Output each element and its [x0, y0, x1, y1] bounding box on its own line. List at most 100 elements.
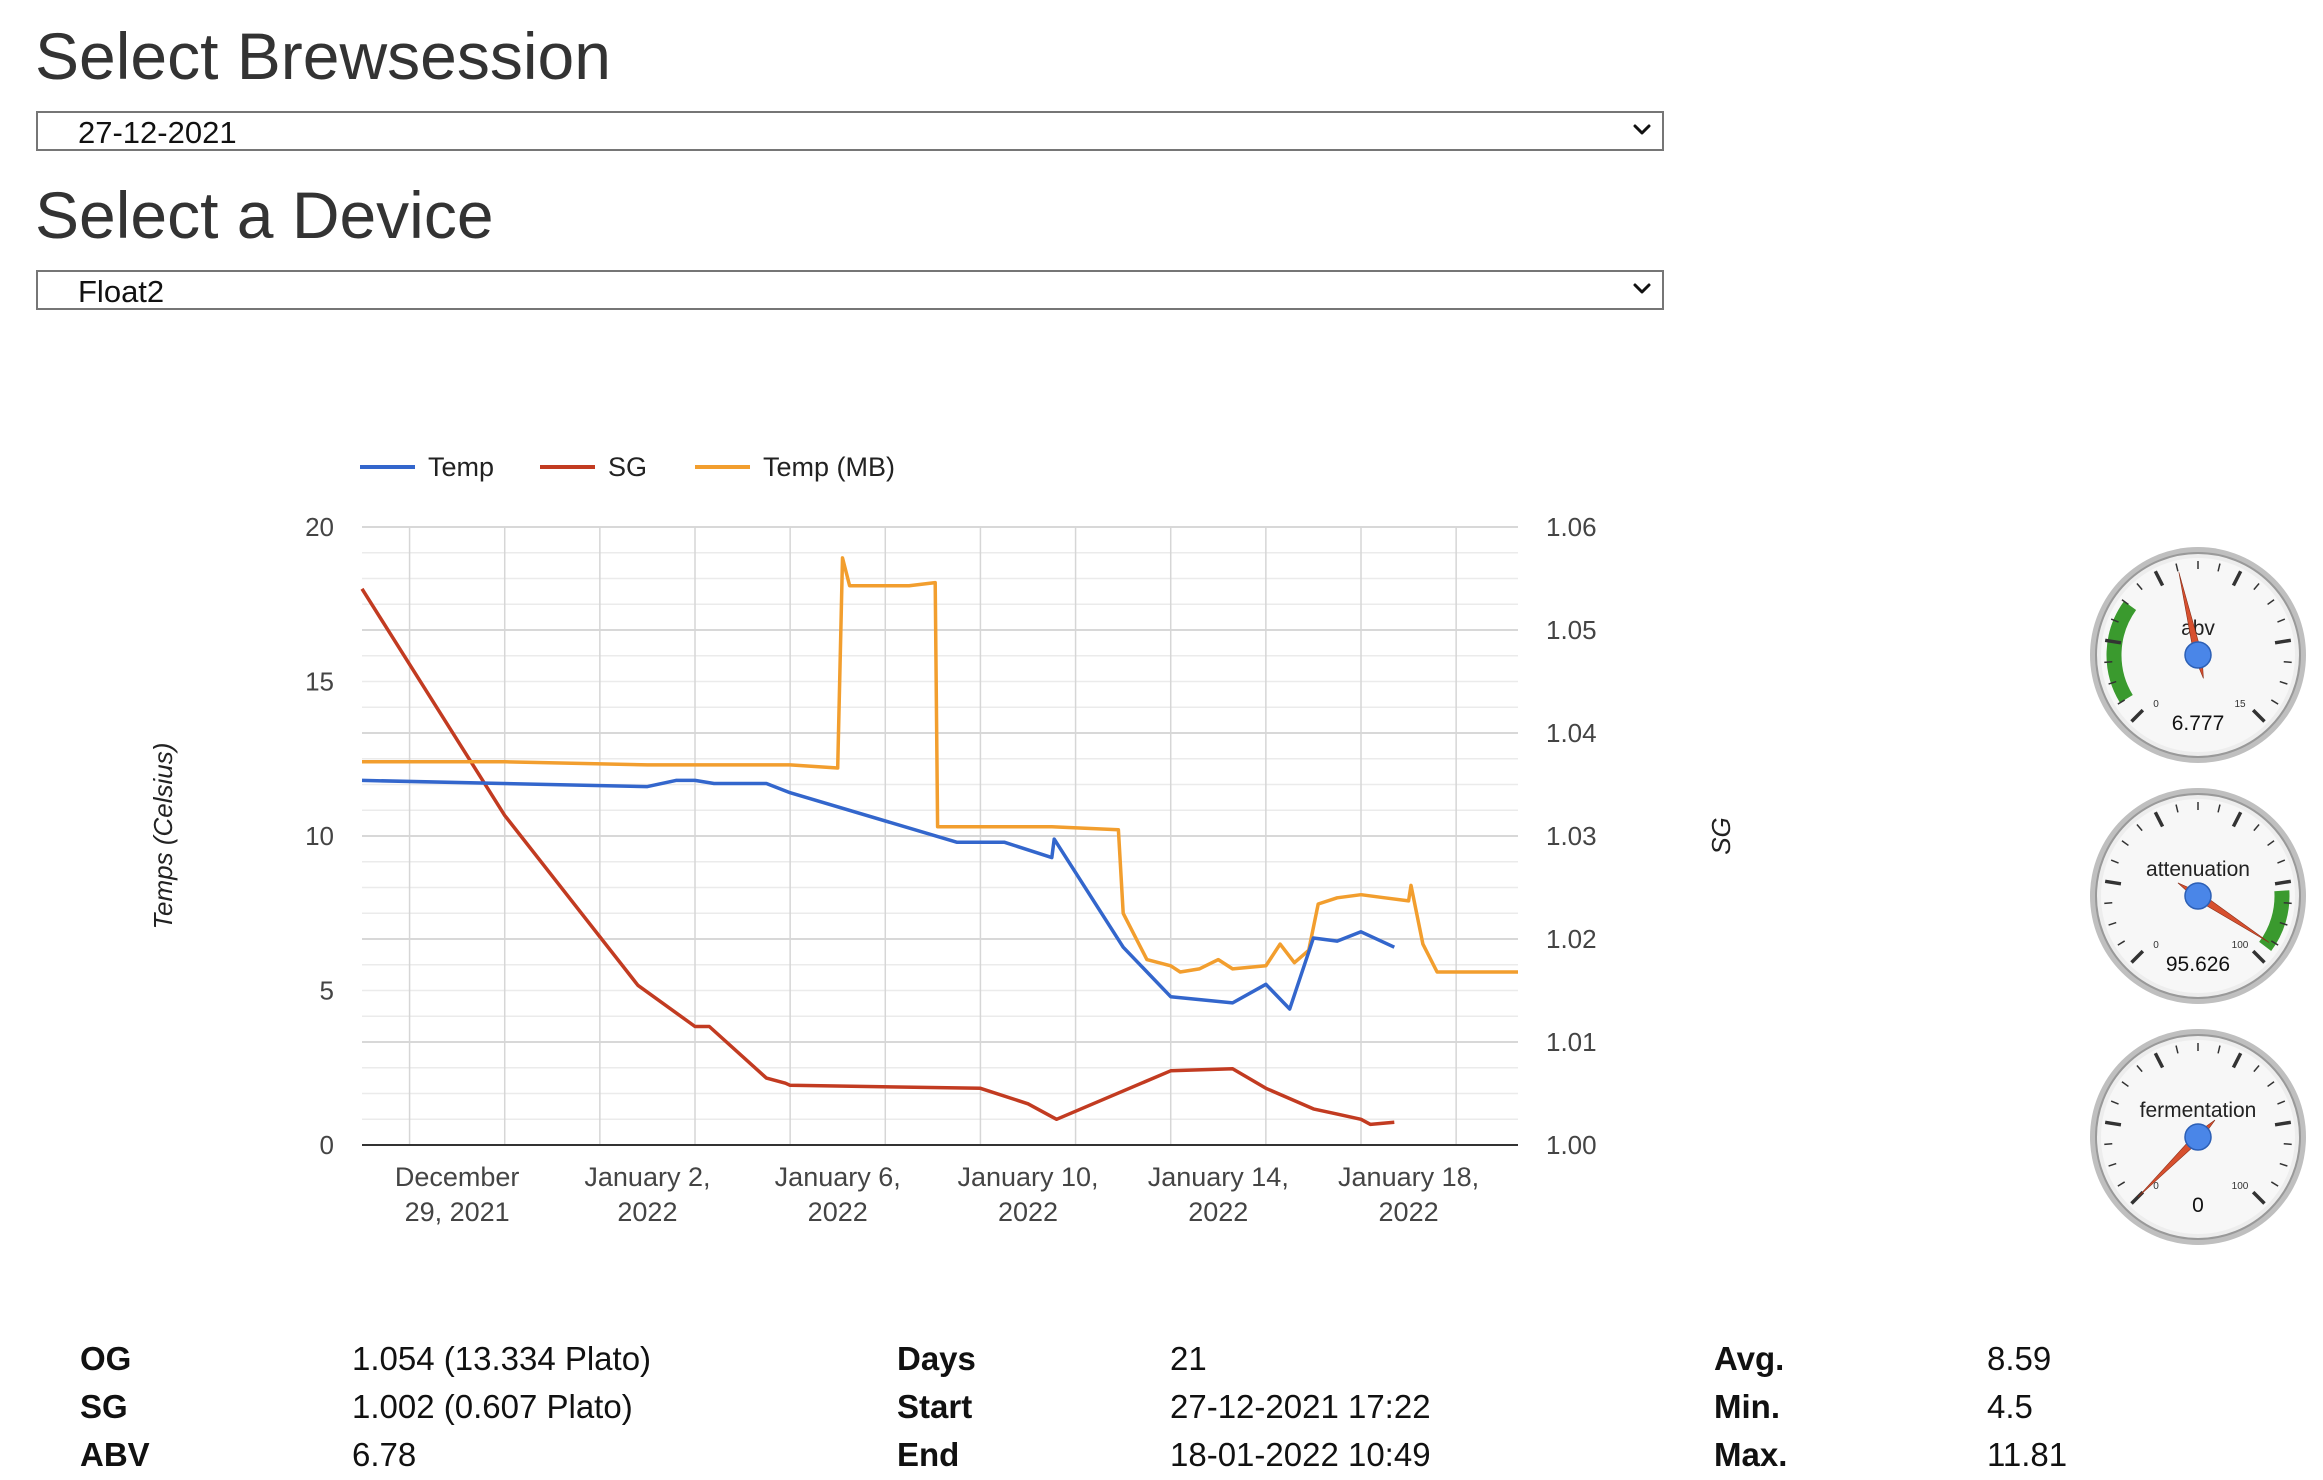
- brewsession-selected-value: 27-12-2021: [78, 115, 237, 150]
- stat-value-avg: 8.59: [1987, 1340, 2052, 1377]
- stat-value-abv: 6.78: [352, 1436, 417, 1473]
- gauge-tick: [2110, 618, 2119, 623]
- gauge-tick: [2253, 1065, 2260, 1073]
- x-tick-label: 2022: [998, 1197, 1058, 1227]
- gauge-tick: [2217, 1045, 2221, 1054]
- gauge-tick: [2267, 599, 2275, 606]
- gauge-tick: [2231, 570, 2243, 587]
- y-left-tick-label: 10: [305, 821, 334, 851]
- gauge-tick: [2153, 811, 2165, 828]
- x-tick-label: January 10,: [957, 1162, 1098, 1192]
- gauge-tick: [2270, 699, 2279, 705]
- gauge-value: 6.777: [2172, 712, 2225, 735]
- gauge-tick: [2117, 699, 2126, 705]
- y-right-tick-label: 1.05: [1546, 615, 1597, 645]
- stat-label-max: Max.: [1714, 1436, 1788, 1473]
- y-right-tick-label: 1.04: [1546, 718, 1597, 748]
- gauge-tick: [2175, 1045, 2179, 1054]
- stat-value-og: 1.054 (13.334 Plato): [352, 1340, 652, 1377]
- gauge-hub: [2184, 641, 2212, 669]
- gauge-tick: [2253, 583, 2260, 591]
- stat-value-days: 21: [1170, 1340, 1207, 1377]
- device-select[interactable]: Float2: [36, 270, 1664, 310]
- gauge-tick: [2104, 901, 2113, 905]
- stat-label-og: OG: [80, 1340, 132, 1377]
- gauge-tick: [2279, 921, 2288, 926]
- x-tick-label: December: [395, 1162, 520, 1192]
- gauge-tick: [2108, 1162, 2117, 1167]
- gauge-tick: [2136, 824, 2143, 832]
- stats-table: OG 1.054 (13.334 Plato) SG 1.002 (0.607 …: [0, 1330, 2323, 1480]
- stat-value-start: 27-12-2021 17:22: [1170, 1388, 1431, 1425]
- gauge-tick: [2253, 824, 2260, 832]
- legend-label: Temp (MB): [763, 452, 895, 482]
- x-tick-label: 2022: [808, 1197, 868, 1227]
- gauge-tick: [2121, 599, 2129, 606]
- gauge-tick: [2175, 804, 2179, 813]
- fermentation-chart: 0 5 10 15 20 1.00 1.01 1.02 1.03 1.04 1.05 1.06 Dece…: [148, 452, 1736, 1227]
- gauge-hub: [2184, 1123, 2212, 1151]
- stat-label-min: Min.: [1714, 1388, 1780, 1425]
- gauge-max-label: 15: [2234, 699, 2246, 710]
- stat-value-end: 18-01-2022 10:49: [1170, 1436, 1431, 1473]
- gauge-tick: [2279, 680, 2288, 685]
- gauge-tick: [2283, 660, 2292, 664]
- gauge-tick: [2121, 840, 2129, 847]
- stat-label-sg: SG: [80, 1388, 128, 1425]
- brewsession-select[interactable]: 27-12-2021: [36, 111, 1664, 151]
- gauge-label: fermentation: [2140, 1099, 2257, 1122]
- x-tick-label: January 6,: [775, 1162, 901, 1192]
- gauge-tick: [2251, 708, 2266, 723]
- chevron-down-icon: [1633, 124, 1651, 135]
- y-axis-left-label: Temps (Celsius): [148, 743, 178, 930]
- gauge-tick: [2231, 811, 2243, 828]
- gauge-max-label: 100: [2232, 1181, 2249, 1192]
- gauge-value: 0: [2192, 1194, 2204, 1217]
- gauge-tick: [2283, 1142, 2292, 1146]
- x-tick-label: 2022: [1188, 1197, 1248, 1227]
- gauge-tick: [2104, 638, 2122, 645]
- gauge-max-label: 100: [2232, 940, 2249, 951]
- gauge-value: 95.626: [2166, 953, 2230, 976]
- gauge-tick: [2136, 583, 2143, 591]
- gauge-tick: [2279, 1162, 2288, 1167]
- gauge-tick: [2270, 1181, 2279, 1187]
- y-right-tick-label: 1.06: [1546, 512, 1597, 542]
- series-line-temp: [361, 778, 1396, 1011]
- gauge-tick: [2104, 660, 2113, 664]
- series-line-sg: [360, 587, 1395, 1127]
- gauge-tick: [2110, 859, 2119, 864]
- x-tick-label: 29, 2021: [405, 1197, 510, 1227]
- gauge-green-zone: [2259, 890, 2290, 951]
- gauge-min-label: 0: [2153, 1181, 2159, 1192]
- stat-label-abv: ABV: [80, 1436, 150, 1473]
- x-tick-label: 2022: [1379, 1197, 1439, 1227]
- gauge-tick: [2270, 940, 2279, 946]
- gauge-label: abv: [2181, 617, 2215, 640]
- gauge-tick: [2277, 618, 2286, 623]
- gauge-tick: [2283, 901, 2292, 905]
- y-left-tick-label: 5: [320, 976, 334, 1006]
- gauge-tick: [2121, 1081, 2129, 1088]
- stat-value-sg: 1.002 (0.607 Plato): [352, 1388, 633, 1425]
- gauge-tick: [2277, 859, 2286, 864]
- x-tick-label: 2022: [617, 1197, 677, 1227]
- gauge-tick: [2274, 1120, 2292, 1127]
- gauge-tick: [2110, 1100, 2119, 1105]
- stat-label-start: Start: [897, 1388, 973, 1425]
- gauge-tick: [2153, 1052, 2165, 1069]
- abv-gauge: abv 0 15 6.777: [2090, 547, 2306, 763]
- gauge-green-zone: [2106, 601, 2137, 703]
- gauge-tick: [2104, 1120, 2122, 1127]
- brewsession-heading: Select Brewsession: [35, 19, 611, 93]
- x-tick-label: January 18,: [1338, 1162, 1479, 1192]
- gauge-tick: [2267, 1081, 2275, 1088]
- y-right-tick-label: 1.01: [1546, 1027, 1597, 1057]
- stat-label-end: End: [897, 1436, 960, 1473]
- x-tick-label: January 14,: [1148, 1162, 1289, 1192]
- chevron-down-icon: [1633, 283, 1651, 294]
- y-axis-right-label: SG: [1706, 817, 1736, 855]
- gauge-tick: [2117, 1181, 2126, 1187]
- device-selected-value: Float2: [78, 274, 165, 309]
